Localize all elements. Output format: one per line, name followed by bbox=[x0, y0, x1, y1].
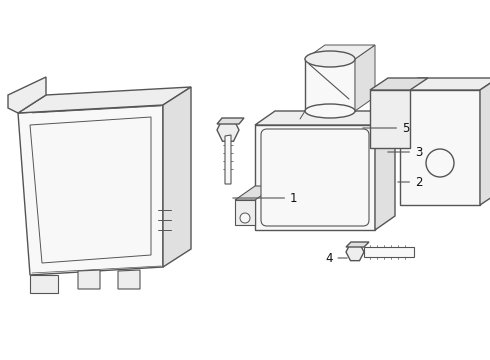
Polygon shape bbox=[400, 90, 410, 148]
Polygon shape bbox=[30, 275, 58, 293]
Polygon shape bbox=[305, 45, 375, 59]
Ellipse shape bbox=[305, 51, 355, 67]
Polygon shape bbox=[78, 270, 100, 289]
Polygon shape bbox=[217, 118, 244, 124]
Polygon shape bbox=[400, 90, 480, 205]
Polygon shape bbox=[480, 78, 490, 205]
Polygon shape bbox=[118, 270, 140, 289]
Polygon shape bbox=[235, 200, 255, 225]
Polygon shape bbox=[235, 186, 275, 200]
Polygon shape bbox=[8, 77, 46, 113]
Circle shape bbox=[426, 149, 454, 177]
Polygon shape bbox=[255, 111, 395, 125]
Polygon shape bbox=[18, 87, 191, 113]
Polygon shape bbox=[375, 111, 395, 230]
FancyBboxPatch shape bbox=[261, 129, 369, 226]
Polygon shape bbox=[370, 90, 410, 148]
Circle shape bbox=[240, 213, 250, 223]
Text: 3: 3 bbox=[388, 145, 422, 158]
Polygon shape bbox=[18, 105, 163, 275]
Text: 4: 4 bbox=[325, 252, 347, 265]
Polygon shape bbox=[370, 78, 428, 90]
Polygon shape bbox=[30, 117, 151, 263]
Polygon shape bbox=[346, 243, 364, 261]
Polygon shape bbox=[400, 78, 490, 90]
Text: 1: 1 bbox=[233, 192, 297, 204]
Polygon shape bbox=[163, 87, 191, 267]
Polygon shape bbox=[217, 119, 239, 141]
Polygon shape bbox=[225, 135, 231, 184]
Polygon shape bbox=[355, 45, 375, 111]
Ellipse shape bbox=[305, 104, 355, 118]
Text: 5: 5 bbox=[363, 122, 409, 135]
Polygon shape bbox=[305, 59, 355, 111]
Polygon shape bbox=[255, 125, 375, 230]
Polygon shape bbox=[346, 242, 369, 247]
Polygon shape bbox=[364, 247, 414, 257]
Text: 2: 2 bbox=[398, 176, 422, 189]
